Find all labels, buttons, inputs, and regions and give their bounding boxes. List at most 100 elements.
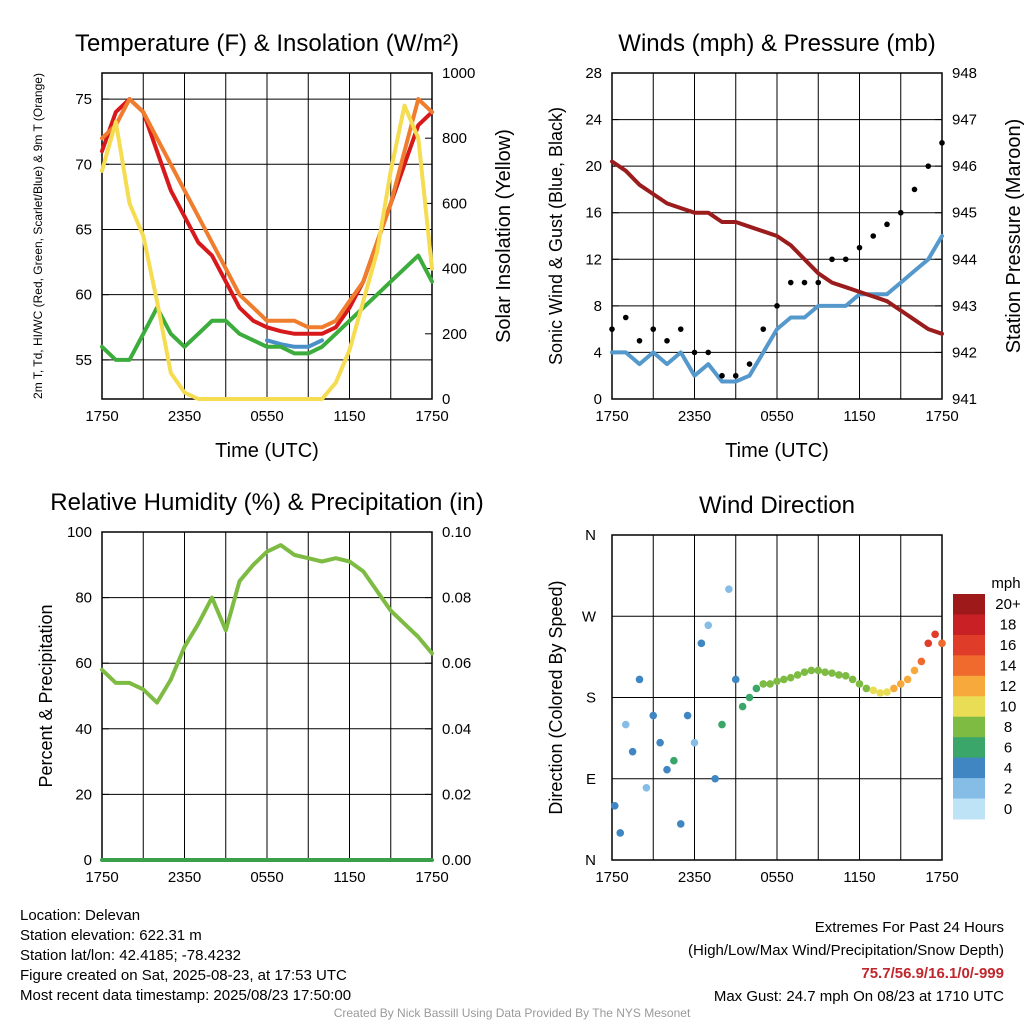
y-tick-label: 24 [585,112,602,129]
data-point [610,802,619,810]
extremes-subtitle: (High/Low/Max Wind/Precipitation/Snow De… [688,942,1004,959]
data-point [925,163,932,169]
x-tick-label: 2350 [168,869,201,886]
data-point [855,680,864,688]
data-point [621,720,630,729]
data-point [815,279,822,286]
data-point [718,720,726,729]
y2-axis-label: Solar Insolation (Yellow) [493,129,515,343]
colorbar-label: 4 [1004,760,1012,777]
y-tick-label: 16 [585,205,602,222]
colorbar-swatch [953,757,985,779]
x-axis-label: Time (UTC) [215,440,319,462]
chart-title: Relative Humidity (%) & Precipitation (i… [50,489,483,516]
extremes-info: Extremes For Past 24 Hours (High/Low/Max… [688,916,1004,1008]
data-point [719,372,725,379]
data-point [704,621,713,630]
data-point [786,673,795,682]
y-axis-label: Direction (Colored By Speed) [546,580,566,814]
data-point [774,303,780,309]
data-point [835,671,843,679]
data-point [664,337,670,344]
y2-axis-label: Station Pressure (Maroon) [1003,119,1024,354]
y2-tick-label: 800 [442,130,467,147]
recent-text: Most recent data timestamp: 2025/08/23 1… [20,987,352,1004]
x-tick-label: 0550 [760,408,793,425]
colorbar-swatch [953,655,985,677]
data-point [896,680,905,688]
data-point [705,349,712,356]
y-tick-label: 80 [75,590,92,607]
series-line [610,159,944,336]
y-axis-label: Percent & Precipitation [36,604,56,787]
data-point [814,666,823,675]
y2-tick-label: 0.04 [442,721,471,738]
data-point [841,672,850,680]
y2-tick-label: 200 [442,326,467,343]
colorbar-label: 16 [1000,637,1017,654]
data-point [616,829,625,837]
chart-title: Temperature (F) & Insolation (W/m²) [75,30,459,57]
y-tick-label: 8 [594,298,602,315]
data-point [746,361,753,367]
data-point [725,585,733,593]
max-gust-text: Max Gust: 24.7 mph On 08/23 at 1710 UTC [713,988,1004,1005]
colorbar-label: 2 [1004,780,1012,797]
data-point [738,702,747,711]
data-point [635,675,644,684]
colorbar-label: 0 [1004,801,1012,818]
data-point [650,326,657,332]
y2-tick-label: 941 [952,391,977,408]
data-point [676,820,685,828]
y-tick-label: N [585,852,596,869]
data-point [663,765,671,774]
y-tick-label: E [586,771,596,788]
y2-tick-label: 400 [442,261,467,278]
chart-title: Winds (mph) & Pressure (mb) [618,30,935,57]
data-point [869,686,878,695]
y2-tick-label: 0.00 [442,852,471,869]
data-point [924,639,933,648]
data-point [883,688,891,696]
colorbar-swatch [953,778,985,800]
x-tick-label: 1750 [595,408,628,425]
data-point [890,684,898,693]
data-point [711,774,719,783]
y-tick-label: W [582,608,597,625]
data-point [691,349,698,356]
y2-tick-label: 0.08 [442,590,471,607]
location-text: Location: Delevan [20,907,141,924]
data-point [628,747,637,756]
y2-tick-label: 1000 [442,65,475,82]
data-point [917,657,926,666]
data-point [649,711,658,720]
series-line [100,103,434,401]
data-point [938,639,946,648]
x-tick-label: 1750 [85,869,118,886]
data-point [856,244,863,251]
data-point [884,221,890,228]
credit-text: Created By Nick Bassill Using Data Provi… [333,1006,691,1020]
data-point [731,675,740,684]
latlon-text: Station lat/lon: 42.4185; -78.4232 [20,947,242,964]
y-tick-label: 70 [75,156,92,173]
data-point [911,186,918,193]
x-tick-label: 1750 [595,869,628,886]
colorbar-label: 12 [1000,678,1017,695]
data-point [848,675,857,684]
data-point [793,671,802,679]
data-point [862,684,871,693]
colorbar-swatch [953,675,985,697]
y-tick-label: 0 [594,391,602,408]
colorbar-label: 10 [1000,699,1017,716]
x-tick-label: 1150 [333,408,365,425]
x-tick-label: 1750 [415,869,448,886]
data-point [870,233,877,239]
series-line [265,338,324,349]
x-tick-label: 1750 [85,408,118,425]
data-point [780,675,788,684]
data-point [760,326,767,332]
data-point [842,256,849,263]
data-point [759,680,768,688]
y-tick-label: 65 [75,221,92,238]
